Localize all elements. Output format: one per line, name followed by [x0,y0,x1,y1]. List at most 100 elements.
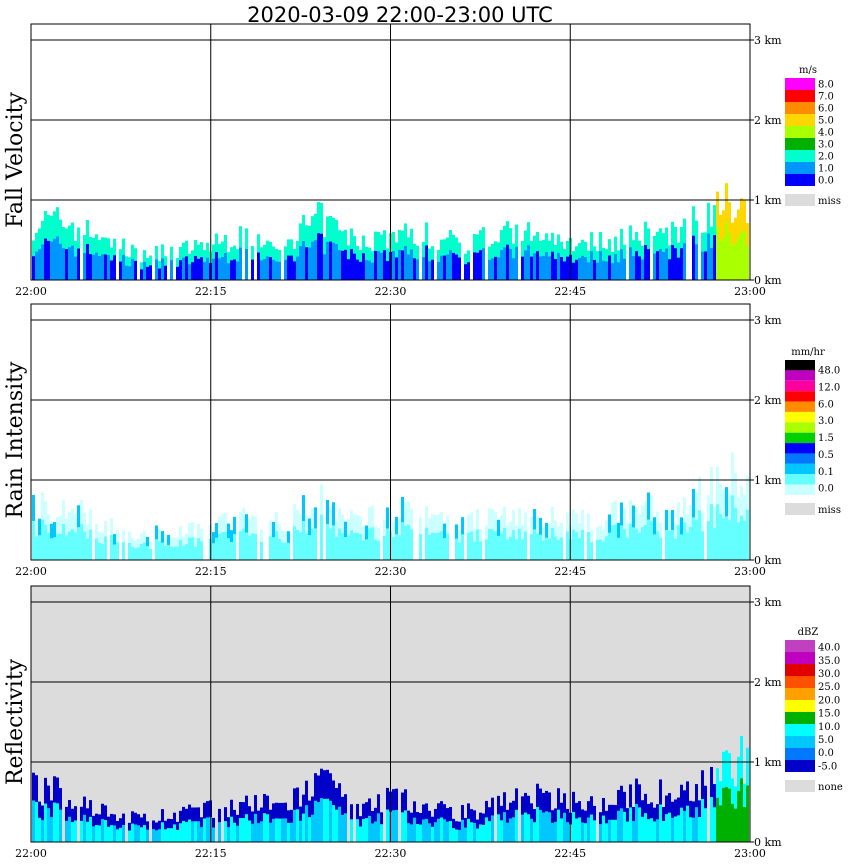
field-column-core [170,260,173,280]
field-column-core [380,252,383,280]
field-column-core [356,532,359,560]
y-tick-label: 1 km [754,194,782,207]
field-column-core [257,252,260,280]
field-column-core [641,259,644,280]
field-column-core [338,806,341,842]
field-column-core [689,817,692,842]
field-column-core [446,533,449,560]
field-column-core [476,252,479,280]
field-column-core [467,262,470,280]
field-column-core [116,542,119,560]
field-column-core [239,818,242,842]
field-column-core [512,817,515,842]
field-column-core [368,528,371,560]
field-column-core [41,820,44,842]
field-column-core [746,509,749,560]
field-column-core [689,526,692,560]
field-column-core [110,535,113,560]
legend-swatch [785,700,815,712]
field-column-core [320,514,323,560]
legend-swatch [785,78,815,90]
field-column-core [194,255,197,280]
field-column-core [728,788,731,842]
field-column-core [470,531,473,560]
field-column-core [746,785,749,842]
field-column-core [698,817,701,842]
field-column-core [227,827,230,842]
field-column-core [461,819,464,842]
field-column-core [560,818,563,842]
field-column-core [101,819,104,842]
field-column-core [740,515,743,560]
field-column-core [488,821,491,842]
field-column-core [506,822,509,842]
legend-label: -5.0 [818,761,837,772]
field-column-core [107,826,110,842]
field-column-core [188,537,191,560]
field-column-core [131,823,134,842]
field-column-core [545,252,548,280]
field-column-core [701,531,704,560]
legend-swatch [785,463,815,475]
legend-unit: m/s [799,65,817,76]
field-column-core [143,262,146,280]
field-column-core [176,266,179,280]
field-column-core [632,820,635,842]
field-column-core [503,247,506,280]
field-column-core [203,262,206,280]
precipitation-field [32,735,749,842]
field-column-core [584,823,587,842]
field-column-core [716,797,719,842]
y-tick-label: 3 km [754,314,782,327]
field-column-core [374,539,377,560]
field-column-core [626,537,629,560]
field-column-core [521,256,524,280]
legend-label: 6.0 [818,104,834,115]
field-column-core [467,818,470,842]
field-column-core [383,535,386,560]
field-column-core [572,262,575,280]
legend-label: 1.0 [818,164,834,175]
field-column-core [515,809,518,842]
field-column-core [431,532,434,560]
field-column-core [206,817,209,842]
field-column-core [665,248,668,280]
field-column-core [521,539,524,560]
field-column-core [71,245,74,280]
field-column-core [215,537,218,560]
field-column-core [326,241,329,280]
field-column-core [620,808,623,842]
field-column-core [326,798,329,842]
field-column-core [680,807,683,842]
x-tick-label: 23:00 [734,285,766,298]
field-column-core [656,531,659,560]
field-column-core [329,241,332,280]
field-column-core [488,259,491,280]
field-column-core [611,263,614,280]
field-column-core [98,825,101,842]
field-column-core [104,536,107,560]
field-column-core [65,820,68,842]
field-column-core [554,821,557,842]
field-column-core [227,263,230,280]
field-column-core [368,260,371,280]
field-column-core [260,541,263,560]
field-column-core [524,531,527,560]
field-column-core [608,819,611,842]
field-column-core [479,541,482,560]
field-column-core [278,538,281,560]
legend-label: 3.0 [818,140,834,151]
field-column-core [695,807,698,842]
field-column-core [431,259,434,280]
field-column-core [170,828,173,842]
field-column-core [404,525,407,560]
field-column-core [545,537,548,560]
field-column-core [713,807,716,842]
field-column-core [272,537,275,560]
field-column-core [617,537,620,560]
field-column-core [227,538,230,560]
field-column-core [629,247,632,280]
field-column-core [119,827,122,842]
legend-missing-label: none [818,782,843,793]
field-column-core [62,248,65,280]
